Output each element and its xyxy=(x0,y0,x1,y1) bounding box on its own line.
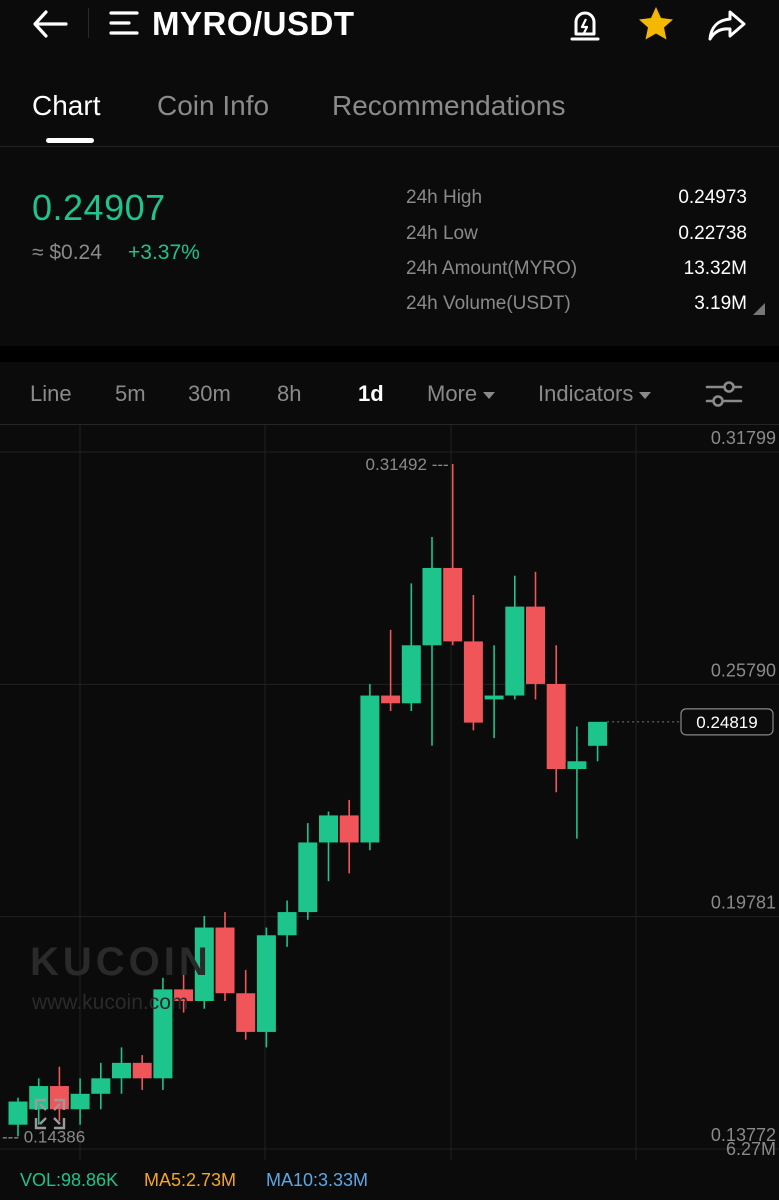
candle-body xyxy=(567,761,587,770)
candle-body xyxy=(546,683,566,770)
top-bar: MYRO/USDT xyxy=(0,0,779,50)
stat-value-24h-low: 0.22738 xyxy=(678,223,747,244)
vol-indicator: VOL:98.86K xyxy=(20,1170,119,1190)
price-change-percent: +3.37% xyxy=(128,241,200,264)
high-price-marker: 0.31492 --- xyxy=(366,455,449,474)
chart-settings-icon[interactable] xyxy=(704,378,744,410)
candle-body xyxy=(70,1093,90,1110)
tab-divider xyxy=(0,146,779,147)
candle-body xyxy=(29,1086,49,1110)
watermark-logo: KUCOIN xyxy=(30,940,212,984)
stat-value-24h-high: 0.24973 xyxy=(678,187,747,208)
chevron-down-icon xyxy=(639,391,652,399)
candle-body xyxy=(8,1101,28,1125)
active-tab-indicator xyxy=(46,138,94,143)
chart-canvas[interactable]: 0.31799 0.25790 0.19781 0.13772 0.31492 --- -… xyxy=(0,425,779,1160)
candle-body xyxy=(174,989,194,1001)
star-icon[interactable] xyxy=(636,4,676,44)
more-dropdown[interactable]: More xyxy=(427,380,496,408)
volume-toggle-icon[interactable] xyxy=(752,302,766,316)
candle-body xyxy=(256,935,276,1032)
candle-body xyxy=(463,641,483,723)
candle-body xyxy=(277,912,297,936)
ma10-indicator: MA10:3.33M xyxy=(266,1170,369,1190)
indicators-dropdown[interactable]: Indicators xyxy=(538,380,652,408)
current-price-label: 0.24819 xyxy=(696,713,757,732)
price-alert-icon[interactable] xyxy=(566,6,604,44)
candle-body xyxy=(236,993,256,1032)
candle-body xyxy=(443,567,463,642)
stat-label-24h-low: 24h Low xyxy=(406,223,478,244)
interval-8h[interactable]: 8h xyxy=(277,381,302,406)
chevron-down-icon xyxy=(483,391,496,399)
candle-body xyxy=(381,695,401,704)
last-price: 0.24907 xyxy=(32,187,166,228)
candle-body xyxy=(360,695,380,843)
interval-5m[interactable]: 5m xyxy=(115,381,146,406)
back-arrow-icon[interactable] xyxy=(30,6,70,42)
candle-body xyxy=(132,1062,152,1079)
interval-1d[interactable]: 1d xyxy=(358,381,384,406)
candlestick-chart[interactable]: 0.31799 0.25790 0.19781 0.13772 0.31492 --- -… xyxy=(0,425,779,1160)
y-axis-tick-label: 0.19781 xyxy=(711,893,776,913)
tab-coin-info[interactable]: Coin Info xyxy=(157,90,270,121)
candle-body xyxy=(484,695,504,700)
y-axis-tick-label: 0.25790 xyxy=(711,660,776,680)
share-icon[interactable] xyxy=(706,6,748,44)
candle-body xyxy=(339,815,359,843)
interval-line[interactable]: Line xyxy=(30,381,72,406)
candle-body xyxy=(153,989,173,1079)
candle-body xyxy=(112,1062,131,1079)
stat-label-24h-high: 24h High xyxy=(406,187,483,208)
candle-body xyxy=(298,842,318,913)
interval-30m[interactable]: 30m xyxy=(188,381,231,406)
candle-body xyxy=(91,1078,111,1094)
candle-body xyxy=(588,721,608,746)
current-price-tag xyxy=(680,708,774,736)
stat-value-24h-volume: 3.19M xyxy=(694,293,747,314)
candle-body xyxy=(215,927,235,994)
stat-label-24h-volume: 24h Volume(USDT) xyxy=(406,293,571,314)
candle-body xyxy=(319,815,338,843)
menu-icon[interactable] xyxy=(108,8,140,38)
candle-body xyxy=(422,567,442,646)
usd-approx-price: ≈ $0.24 xyxy=(32,241,102,264)
header-divider xyxy=(88,8,89,38)
low-price-marker: --- 0.14386 xyxy=(2,1127,85,1146)
y-axis-tick-label: 0.31799 xyxy=(711,428,776,448)
candle-body xyxy=(526,606,545,684)
volume-axis-label: 6.27M xyxy=(726,1139,776,1159)
fullscreen-icon[interactable] xyxy=(30,1094,70,1134)
y-axis-tick-label: 0.13772 xyxy=(711,1125,776,1145)
tab-chart[interactable]: Chart xyxy=(32,90,101,121)
stat-label-24h-amount: 24h Amount(MYRO) xyxy=(406,258,578,279)
stat-value-24h-amount: 13.32M xyxy=(683,258,747,279)
ma5-indicator: MA5:2.73M xyxy=(144,1170,237,1190)
candle-body xyxy=(401,645,421,704)
candle-body xyxy=(194,927,214,1001)
indicators-label: Indicators xyxy=(538,381,634,406)
section-separator xyxy=(0,346,779,362)
more-label: More xyxy=(427,381,478,406)
watermark-url: www.kucoin.com xyxy=(32,991,189,1014)
pair-title[interactable]: MYRO/USDT xyxy=(152,5,355,42)
tab-recommendations[interactable]: Recommendations xyxy=(332,90,566,121)
interval-divider xyxy=(0,424,779,425)
candle-body xyxy=(505,606,525,696)
